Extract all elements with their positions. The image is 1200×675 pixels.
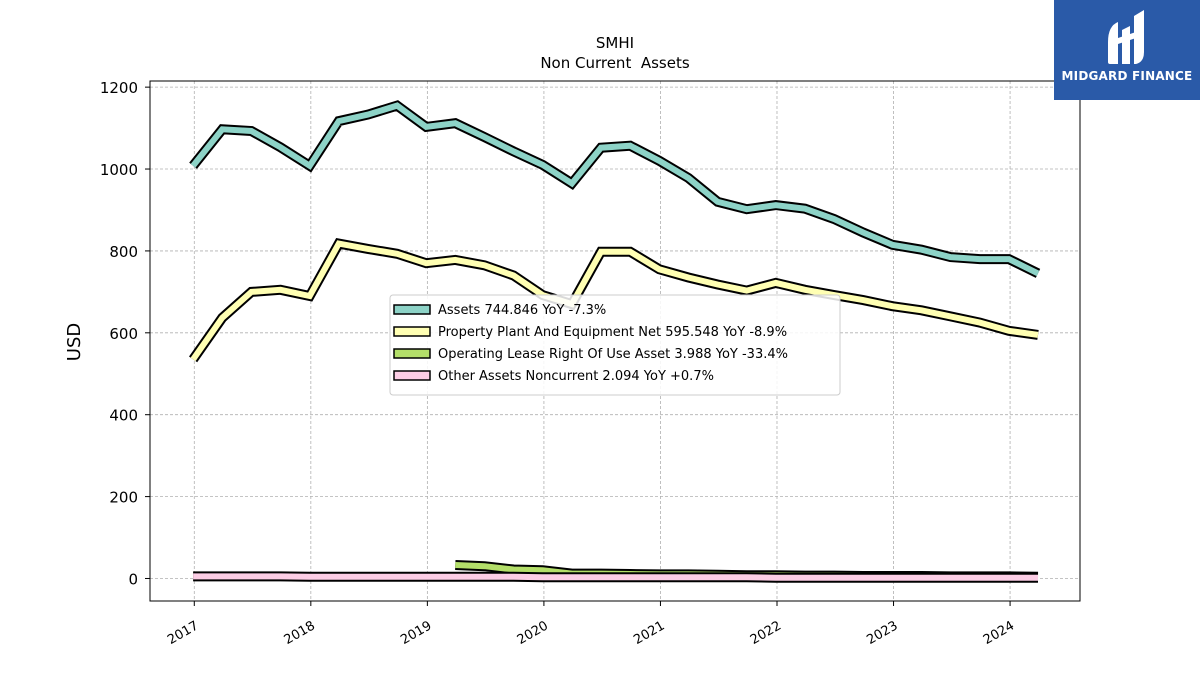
y-tick-label: 1200 — [100, 79, 138, 97]
y-tick-label: 1000 — [100, 161, 138, 179]
legend-label: Other Assets Noncurrent 2.094 YoY +0.7% — [438, 369, 714, 384]
x-tick-label: 2022 — [748, 618, 784, 648]
legend-swatch — [393, 348, 431, 359]
series-2 — [189, 238, 1039, 363]
series-layer — [189, 100, 1041, 583]
y-tick-label: 400 — [109, 407, 138, 425]
chart-title: SMHI — [596, 34, 634, 52]
plot-frame — [149, 80, 1081, 602]
x-tick-label: 2019 — [398, 618, 434, 648]
logo-text: MIDGARD FINANCE — [1061, 69, 1193, 83]
series-1 — [189, 100, 1041, 278]
legend-item: Assets 744.846 YoY -7.3% — [393, 303, 606, 318]
y-axis-label: USD — [64, 323, 85, 361]
series-line — [190, 102, 1040, 277]
legend-swatch — [393, 326, 431, 337]
legend-item: Other Assets Noncurrent 2.094 YoY +0.7% — [393, 369, 714, 384]
legend: Assets 744.846 YoY -7.3% Property Plant A… — [389, 294, 841, 396]
x-tick-label: 2021 — [631, 618, 667, 648]
series-line — [193, 573, 1038, 581]
legend-item: Property Plant And Equipment Net 595.548… — [393, 325, 787, 340]
y-tick-label: 600 — [109, 325, 138, 343]
y-axis: 0 200 400 600 800 1000 1200 — [100, 79, 150, 588]
y-tick-label: 800 — [109, 243, 138, 261]
legend-label: Assets 744.846 YoY -7.3% — [438, 303, 606, 318]
x-tick-label: 2017 — [165, 618, 201, 648]
legend-box — [389, 294, 841, 396]
x-tick-label: 2018 — [282, 618, 318, 648]
midgard-finance-logo: MIDGARD FINANCE — [1054, 0, 1200, 100]
chart-subtitle: Non Current Assets — [540, 54, 690, 72]
legend-label: Operating Lease Right Of Use Asset 3.988… — [438, 347, 788, 362]
x-tick-label: 2023 — [864, 618, 900, 648]
y-tick-label: 200 — [109, 489, 138, 507]
y-tick-label: 0 — [128, 570, 138, 588]
legend-item: Operating Lease Right Of Use Asset 3.988… — [393, 347, 788, 362]
series-line — [190, 240, 1039, 362]
x-axis: 2017 2018 2019 2020 2021 2022 2023 2024 — [165, 601, 1017, 648]
legend-label: Property Plant And Equipment Net 595.548… — [438, 325, 787, 340]
legend-swatch — [393, 370, 431, 381]
legend-swatch — [393, 304, 431, 315]
x-tick-label: 2024 — [981, 618, 1017, 648]
logo-mark-icon — [1108, 10, 1144, 64]
x-tick-label: 2020 — [515, 618, 551, 648]
series-4 — [193, 571, 1038, 583]
